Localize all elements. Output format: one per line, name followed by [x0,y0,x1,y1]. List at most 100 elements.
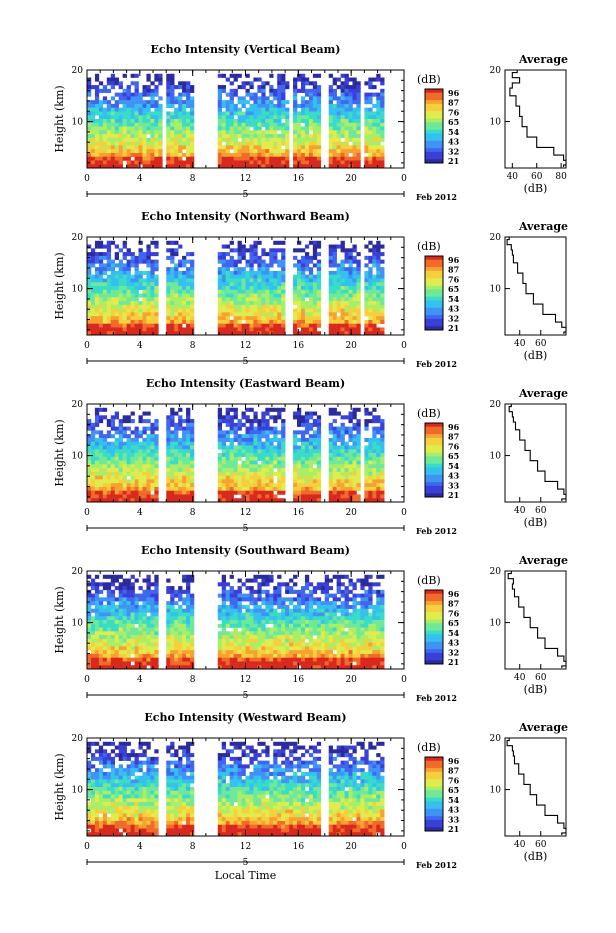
heatmap-cell [111,320,115,324]
heatmap-cell [249,434,253,438]
heatmap-cell [131,324,135,328]
heatmap-cell [380,491,384,495]
heatmap-cell [91,130,95,134]
heatmap-cell [257,286,261,290]
heatmap-cell [246,324,250,328]
heatmap-cell [309,427,313,431]
heatmap-cell [230,134,234,138]
heatmap-cell [246,468,250,472]
heatmap-cell [87,134,91,138]
heatmap-cell [146,646,150,650]
heatmap-cell [356,423,360,427]
heatmap-cell [182,579,186,583]
heatmap-cell [261,115,265,119]
heatmap-cell [349,130,353,134]
heatmap-cell [234,457,238,461]
heatmap-cell [309,89,313,93]
heatmap-cell [309,468,313,472]
heatmap-cell [99,81,103,85]
heatmap-cell [238,145,242,149]
heatmap-cell [150,96,154,100]
heatmap-cell [103,476,107,480]
heatmap-cell [91,320,95,324]
heatmap-cell [257,476,261,480]
heatmap-cell [123,494,127,498]
heatmap-cell [135,260,139,264]
heatmap-cell [341,119,345,123]
heatmap-cell [142,654,146,658]
heatmap-cell [178,616,182,620]
heatmap-cell [95,635,99,639]
heatmap-cell [356,282,360,286]
heatmap-cell [257,138,261,142]
heatmap-cell [131,646,135,650]
heatmap-cell [123,472,127,476]
heatmap-cell [261,327,265,331]
heatmap-cell [111,278,115,282]
heatmap-cell [123,320,127,324]
heatmap-cell [127,658,131,662]
heatmap-cell [218,419,222,423]
heatmap-cell [261,252,265,256]
heatmap-cell [297,483,301,487]
heatmap-cell [135,631,139,635]
heatmap-cell [182,494,186,498]
heatmap-cell [317,104,321,108]
heatmap-cell [368,305,372,309]
heatmap-cell [273,445,277,449]
heatmap-cell [139,646,143,650]
heatmap-cell [269,108,273,112]
heatmap-cell [265,324,269,328]
heatmap-cell [174,612,178,616]
heatmap-cell [142,635,146,639]
heatmap-cell [182,320,186,324]
heatmap-cell [253,286,257,290]
heatmap-cell [277,415,281,419]
heatmap-cell [293,138,297,142]
heatmap-cell [146,312,150,316]
heatmap-cell [226,93,230,97]
colorbar-swatch [425,152,443,156]
heatmap-cell [186,468,190,472]
heatmap-cell [99,445,103,449]
heatmap-cell [281,408,285,412]
heatmap-cell [253,301,257,305]
heatmap-cell [273,483,277,487]
heatmap-cell [376,149,380,153]
heatmap-cell [345,248,349,252]
heatmap-cell [178,468,182,472]
heatmap-cell [186,267,190,271]
heatmap-cell [261,476,265,480]
colorbar-swatch [425,438,443,442]
heatmap-cell [146,594,150,598]
heatmap-cell [190,427,194,431]
heatmap-cell [131,149,135,153]
heatmap-cell [170,628,174,632]
heatmap-cell [123,278,127,282]
heatmap-cell [364,256,368,260]
heatmap-cell [142,290,146,294]
heatmap-cell [91,275,95,279]
heatmap-cell [158,153,162,157]
heatmap-cell [99,123,103,127]
heatmap-cell [222,138,226,142]
heatmap-cell [95,643,99,647]
heatmap-cell [297,309,301,313]
heatmap-cell [222,316,226,320]
heatmap-cell [174,601,178,605]
heatmap-cell [230,81,234,85]
heatmap-cell [345,108,349,112]
heatmap-cell [230,271,234,275]
heatmap-cell [107,628,111,632]
heatmap-cell [178,639,182,643]
heatmap-cell [131,639,135,643]
heatmap-cell [150,263,154,267]
heatmap-cell [273,294,277,298]
heatmap-cell [127,579,131,583]
average-frame [505,237,566,335]
heatmap-cell [356,134,360,138]
heatmap-cell [341,472,345,476]
heatmap-cell [329,157,333,161]
heatmap-cell [345,472,349,476]
heatmap-cell [242,472,246,476]
